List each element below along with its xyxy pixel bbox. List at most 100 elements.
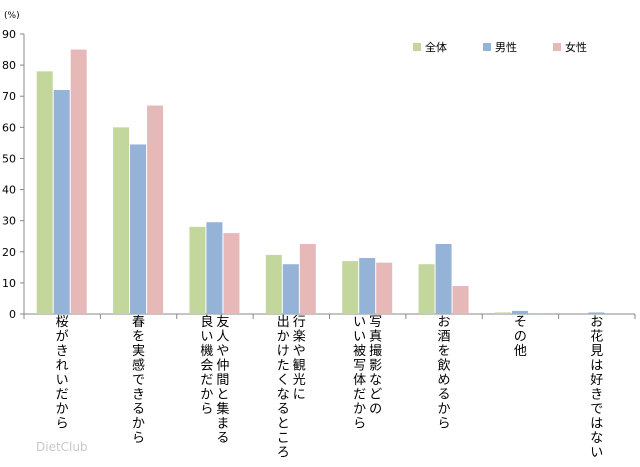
category-label-char: ら <box>56 417 69 432</box>
category-label-char: け <box>277 344 290 359</box>
category-label-line: 写真撮影などの <box>369 315 382 417</box>
bar <box>342 261 359 314</box>
bar <box>206 222 223 314</box>
category-label-char: 撮 <box>369 343 382 359</box>
category-label: その他 <box>514 315 527 359</box>
category-label-char: る <box>132 402 145 417</box>
category-label-char: い <box>200 330 213 345</box>
category-label-char: ら <box>132 431 145 446</box>
bar <box>376 262 393 314</box>
category-label-char: は <box>590 417 603 432</box>
legend-item: 男性 <box>483 40 517 54</box>
bar <box>53 90 70 314</box>
category-label-char: き <box>590 388 603 403</box>
category-label-char: な <box>590 431 603 446</box>
category-label-char: か <box>438 402 451 417</box>
category-label-char: 体 <box>353 373 366 388</box>
y-tick-label: 50 <box>2 152 16 165</box>
category-label-char: 飲 <box>438 358 451 374</box>
bar <box>494 312 511 314</box>
legend-item: 女性 <box>553 40 587 54</box>
y-tick-label: 20 <box>2 246 16 259</box>
category-label-char: が <box>56 330 69 345</box>
category-label-char: や <box>216 344 229 359</box>
category-label-char: こ <box>277 431 290 446</box>
category-labels: 桜がきれいだから春を実感できるから友人や仲間と集まる良い機会だから行楽や観光に出… <box>56 314 604 461</box>
category-label-char: 感 <box>132 358 145 374</box>
category-label-line: お花見は好きではない <box>590 315 603 461</box>
bar <box>189 226 206 314</box>
category-label-char: き <box>132 388 145 403</box>
category-label-char: 楽 <box>293 329 306 345</box>
category-label-char: 人 <box>216 330 229 345</box>
bar <box>528 313 545 314</box>
category-label-char: か <box>132 417 145 432</box>
bar <box>418 264 435 314</box>
category-label-char: 会 <box>200 359 213 374</box>
bar <box>588 312 605 314</box>
category-label-line: 桜がきれいだから <box>56 315 69 432</box>
category-label-char: の <box>514 330 527 345</box>
category-label-char: た <box>277 359 290 374</box>
category-label-char: の <box>369 402 382 417</box>
category-label-char: お <box>590 315 603 330</box>
y-tick-label: 80 <box>2 59 16 72</box>
category-label-char: 見 <box>590 344 603 359</box>
bars <box>36 49 605 315</box>
category-label-char: る <box>438 388 451 403</box>
y-tick-label: 70 <box>2 90 16 103</box>
axes: 0 10 20 30 40 50 60 70 80 90 <box>2 28 636 321</box>
bar <box>452 286 469 314</box>
bar <box>70 49 87 315</box>
category-label-char: で <box>590 402 603 417</box>
bar <box>130 144 147 314</box>
bar <box>36 71 53 314</box>
bar <box>265 254 282 314</box>
category-label-char: 春 <box>132 315 145 330</box>
category-label-char: と <box>216 388 229 403</box>
category-label-char: で <box>132 373 145 388</box>
category-label-char: を <box>132 330 145 345</box>
legend-label: 男性 <box>495 40 517 54</box>
category-label-char: ろ <box>277 446 290 461</box>
category-label-char: 仲 <box>216 359 229 374</box>
category-label-char: 真 <box>369 330 382 345</box>
legend-label: 女性 <box>565 40 587 54</box>
category-label-char: 行 <box>293 315 306 330</box>
category-label-line: お酒を飲めるから <box>438 315 451 432</box>
legend-label: 全体 <box>425 40 447 54</box>
category-label-char: か <box>353 402 366 417</box>
category-label-char: 写 <box>369 315 382 330</box>
category-label-char: 良 <box>200 314 213 330</box>
legend-swatch <box>553 43 561 51</box>
category-label-line: 良い機会だから <box>200 314 213 417</box>
category-label-char: お <box>438 315 451 330</box>
category-label: 春を実感できるから <box>132 315 145 446</box>
category-label-char: 光 <box>293 373 306 388</box>
legend: 全体 男性 女性 <box>413 40 587 54</box>
y-tick-label: 30 <box>2 215 16 228</box>
category-label-char: 影 <box>369 359 382 374</box>
category-label-char: 実 <box>132 343 145 359</box>
category-label-char: ど <box>369 388 382 403</box>
category-label-char: 被 <box>353 344 366 359</box>
bar <box>113 127 130 314</box>
category-label-line: 春を実感できるから <box>132 315 145 446</box>
category-label-line: 出かけたくなるところ <box>277 315 290 461</box>
category-label-char: 酒 <box>438 330 451 345</box>
category-label-char: め <box>438 373 451 388</box>
category-label-char: は <box>590 359 603 374</box>
category-label-char: 桜 <box>56 315 69 330</box>
category-label-char: く <box>277 373 290 388</box>
category-label-char: 友 <box>216 314 229 330</box>
category-label-line: 友人や仲間と集まる <box>216 314 229 446</box>
bar <box>282 264 299 314</box>
category-label-char: 間 <box>216 373 229 388</box>
y-tick-label: 0 <box>9 308 16 321</box>
category-label-char: な <box>369 373 382 388</box>
category-label-line: いい被写体だから <box>353 315 366 432</box>
y-tick-label: 90 <box>2 28 16 41</box>
